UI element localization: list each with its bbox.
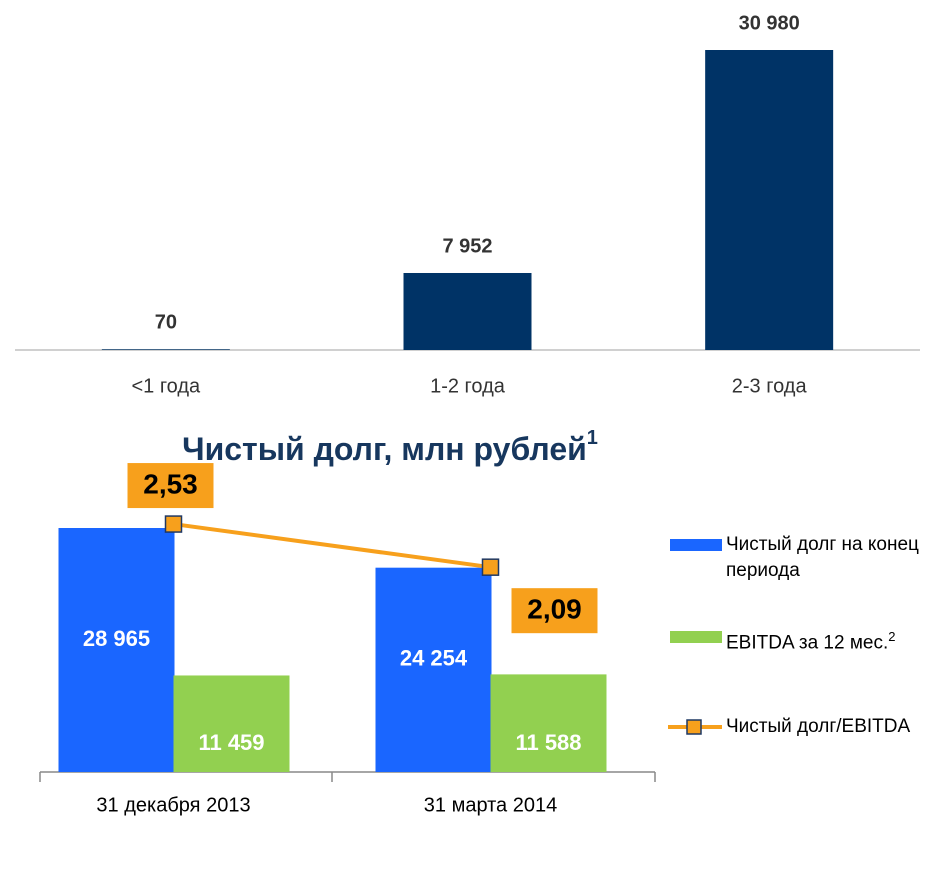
value-label: 11 588 [515,730,581,755]
bar [490,674,607,772]
x-tick-label: 31 марта 2014 [424,794,557,816]
legend-note: 2 [888,629,896,644]
bar [58,528,175,772]
value-label: 7 952 [442,235,492,257]
legend-text: EBITDA за 12 мес. [726,632,889,654]
value-label: 28 965 [83,626,150,651]
value-label: 2,53 [143,468,198,499]
x-tick-label: 1-2 года [430,375,506,397]
bar [375,567,492,772]
bar [101,349,230,350]
title-text: Чистый долг, млн рублей [182,431,587,467]
value-label: 24 254 [400,646,468,671]
legend-label: Чистый долг/EBITDA [726,714,949,740]
value-label: 30 980 [739,12,800,34]
chart-title: Чистый долг, млн рублей1 [182,427,598,467]
legend-swatch [670,631,722,643]
value-label-box [511,588,598,634]
bar [705,50,834,350]
line [173,522,491,570]
value-label-box [127,463,214,509]
legend-text: Чистый долг/EBITDA [726,716,911,737]
marker [481,558,500,576]
legend-marker [686,719,702,735]
legend-swatch [670,539,722,551]
x-tick-label: 2-3 года [732,375,808,397]
value-label: 11 459 [198,730,264,755]
x-tick-label: <1 года [131,375,201,397]
title-note: 1 [587,427,598,449]
marker [164,515,183,533]
bar [173,675,290,772]
value-label: 70 [155,312,177,334]
x-tick-label: 31 декабря 2013 [96,794,250,816]
legend-label: EBITDA за 12 мес.2 [726,624,949,656]
legend-text: Чистый долг на конец периода [726,534,919,581]
value-label: 2,09 [527,594,582,625]
legend-label: Чистый долг на конец периода [726,532,949,584]
bar [403,272,532,350]
